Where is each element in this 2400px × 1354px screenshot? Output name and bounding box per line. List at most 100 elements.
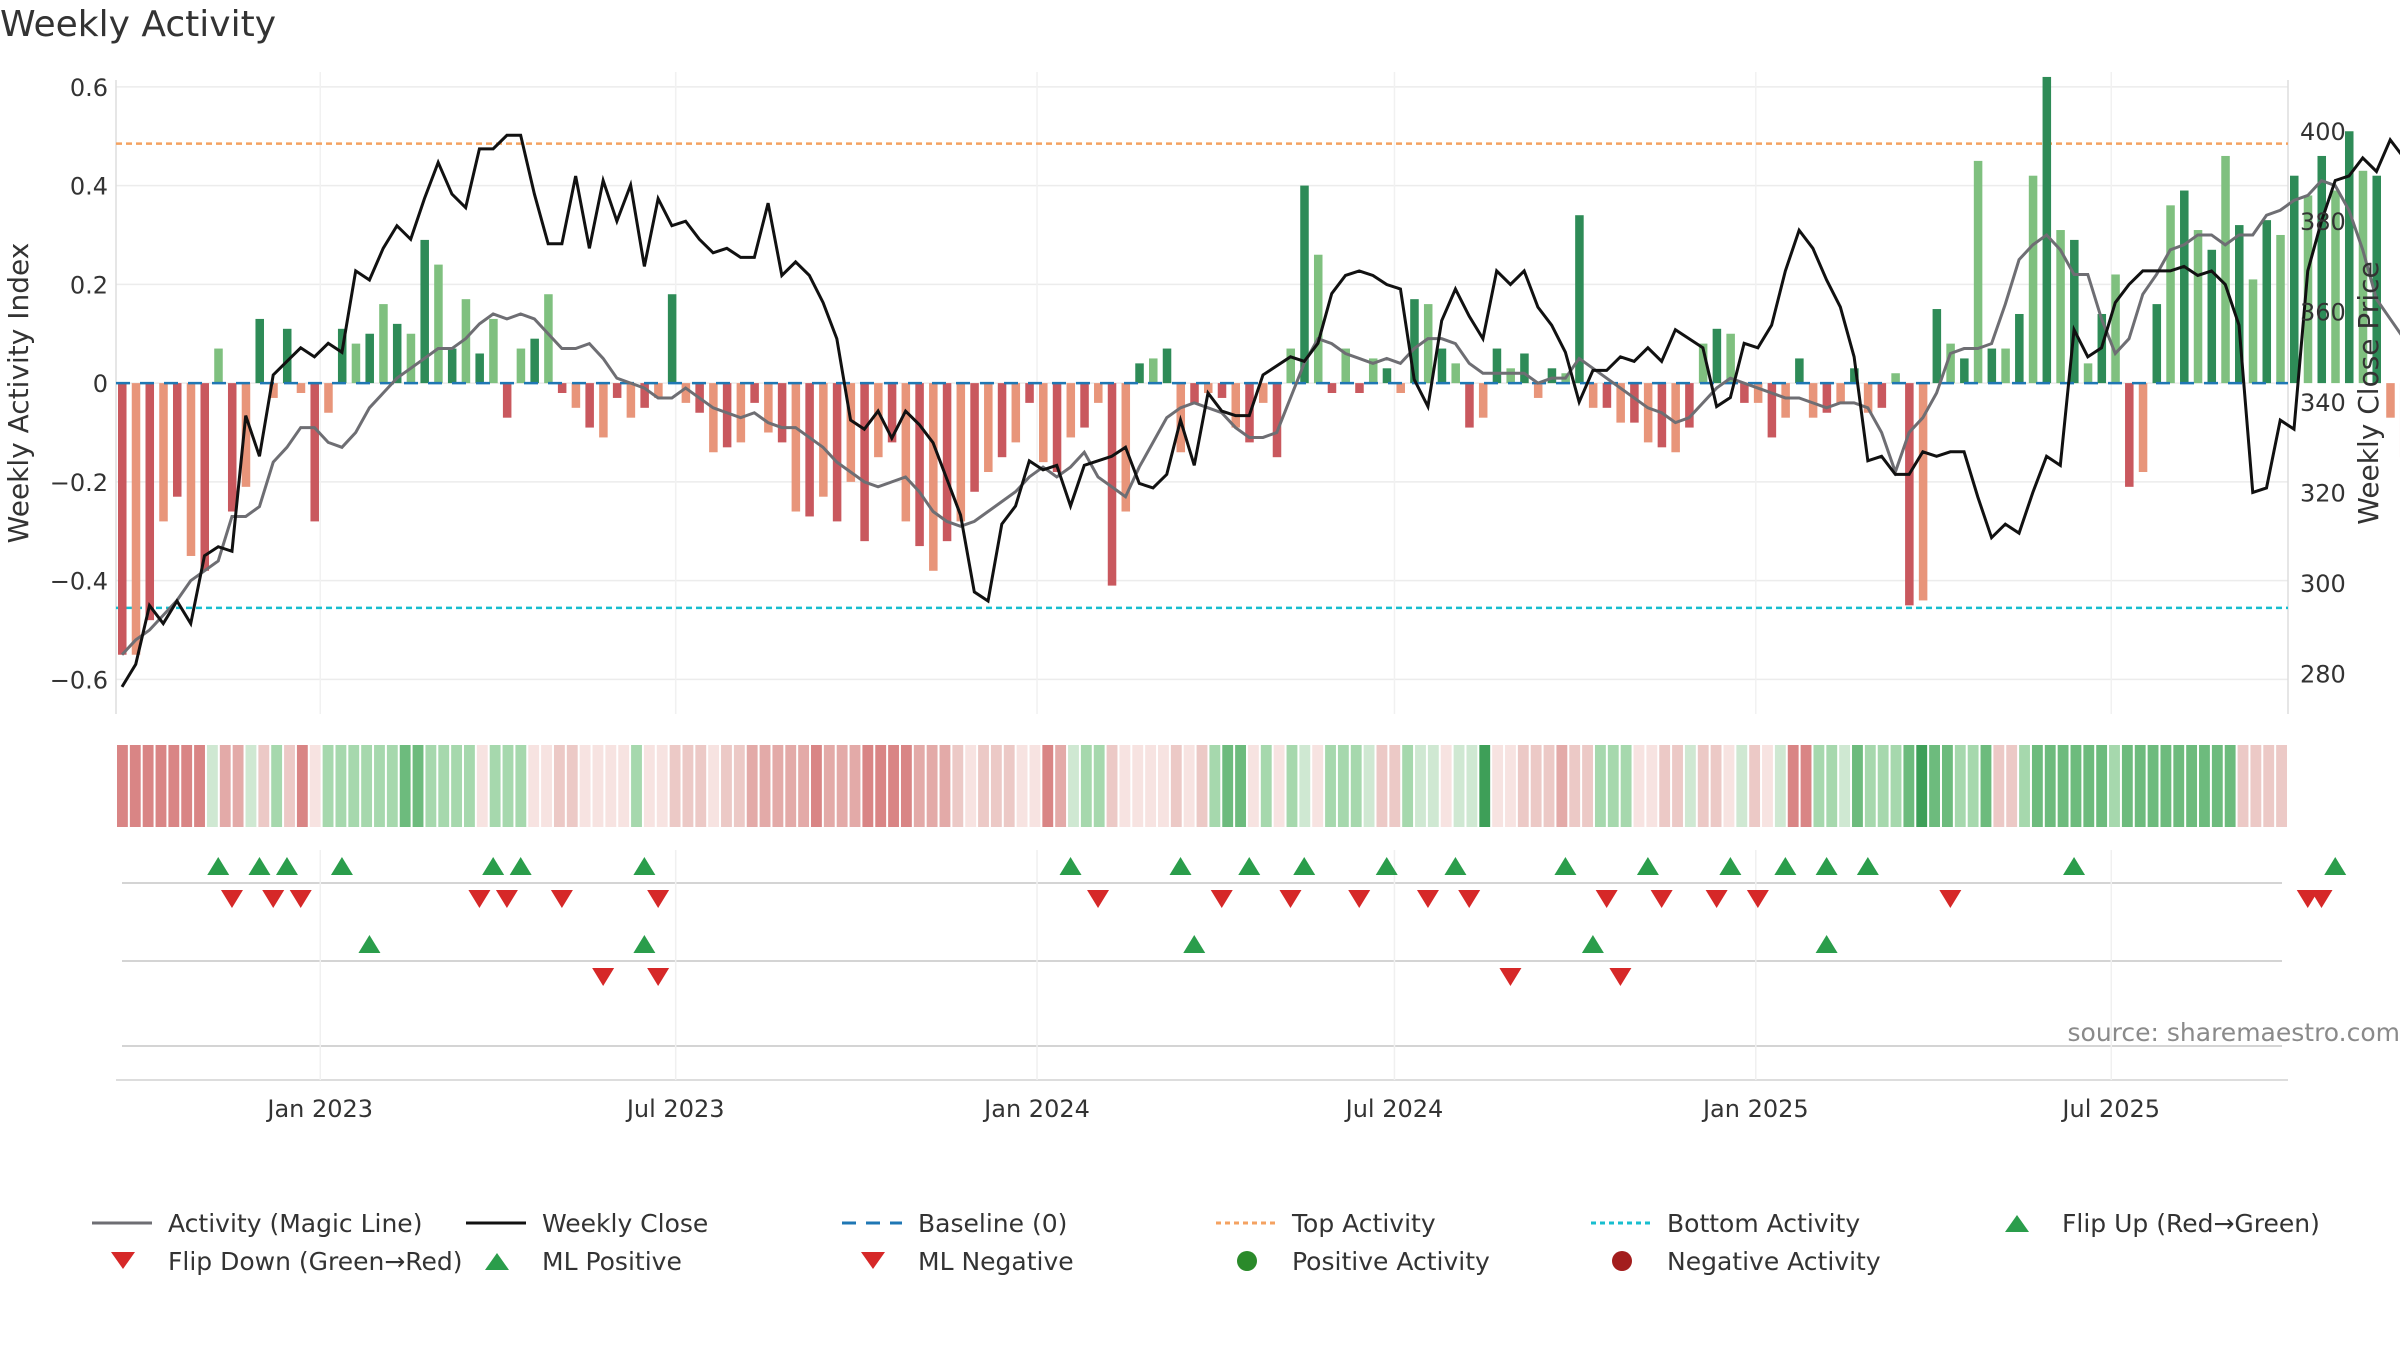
- activity-bar: [805, 383, 814, 516]
- activity-bar: [407, 334, 416, 383]
- flip-down-marker: [1651, 890, 1673, 908]
- activity-bar: [1039, 383, 1048, 462]
- activity-bar: [737, 383, 746, 442]
- heat-strip-cell: [528, 745, 539, 827]
- activity-bar: [2084, 363, 2093, 383]
- heat-strip-cell: [965, 745, 976, 827]
- triangle-down-icon: [840, 1243, 906, 1279]
- flip-up-marker: [2063, 857, 2085, 875]
- heat-strip-cell: [1659, 745, 1670, 827]
- heat-strip-cell: [220, 745, 231, 827]
- heat-strip-cell: [1364, 745, 1375, 827]
- heat-strip-cell: [1916, 745, 1927, 827]
- activity-bar: [283, 329, 292, 383]
- heat-strip-cell: [914, 745, 925, 827]
- legend-item: Weekly Close: [464, 1205, 708, 1241]
- heat-strip-cell: [1813, 745, 1824, 827]
- magic-line-icon: [90, 1205, 156, 1241]
- y-right-tick-label: 360: [2300, 299, 2346, 327]
- activity-bar: [1548, 368, 1557, 383]
- source-credit: source: sharemaestro.com: [2068, 1018, 2400, 1047]
- activity-bar: [833, 383, 842, 521]
- activity-bar: [943, 383, 952, 541]
- heat-strip-cell: [593, 745, 604, 827]
- heat-strip-cell: [1377, 745, 1388, 827]
- x-tick-label: Jan 2023: [265, 1095, 373, 1123]
- heat-strip-cell: [1222, 745, 1233, 827]
- activity-bar: [860, 383, 869, 541]
- activity-bar: [1053, 383, 1062, 472]
- activity-bar: [365, 334, 374, 383]
- heat-strip-cell: [310, 745, 321, 827]
- heat-strip-cell: [760, 745, 771, 827]
- activity-bar: [819, 383, 828, 497]
- heat-strip-cell: [361, 745, 372, 827]
- heat-strip-cell: [1171, 745, 1182, 827]
- heat-strip-cell: [1556, 745, 1567, 827]
- activity-bar: [1836, 383, 1845, 403]
- heat-strip-cell: [117, 745, 128, 827]
- heat-strip-cell: [978, 745, 989, 827]
- activity-bar: [1424, 304, 1433, 383]
- activity-bar: [255, 319, 264, 383]
- legend-item: Bottom Activity: [1589, 1205, 1860, 1241]
- activity-bar: [1534, 383, 1543, 398]
- heat-strip-cell: [348, 745, 359, 827]
- activity-bar: [2139, 383, 2148, 472]
- heat-strip-cell: [1132, 745, 1143, 827]
- activity-bar: [709, 383, 718, 452]
- activity-bar: [585, 383, 594, 427]
- activity-bar: [929, 383, 938, 571]
- heat-strip-cell: [682, 745, 693, 827]
- heat-strip-cell: [747, 745, 758, 827]
- activity-bar: [1451, 363, 1460, 383]
- activity-bar: [1520, 353, 1529, 383]
- heat-strip-cell: [2173, 745, 2184, 827]
- activity-bar: [1012, 383, 1021, 442]
- activity-bar: [1960, 358, 1969, 383]
- activity-bar: [750, 383, 759, 403]
- flip-down-marker: [1706, 890, 1728, 908]
- flip-up-marker: [1060, 857, 1082, 875]
- heat-strip-cell: [2058, 745, 2069, 827]
- heat-strip-cell: [1428, 745, 1439, 827]
- heat-strip-cell: [1107, 745, 1118, 827]
- activity-bar: [1149, 358, 1158, 383]
- flip-down-marker: [221, 890, 243, 908]
- heat-strip-cell: [1711, 745, 1722, 827]
- activity-bar: [297, 383, 306, 393]
- flip-up-marker: [276, 857, 298, 875]
- heat-strip-cell: [837, 745, 848, 827]
- activity-bar: [2043, 77, 2052, 383]
- heat-strip-cell: [2225, 745, 2236, 827]
- heat-strip-cell: [1042, 745, 1053, 827]
- activity-bar: [1286, 349, 1295, 384]
- activity-bar: [2180, 191, 2189, 384]
- flip-up-marker: [482, 857, 504, 875]
- heat-strip-cell: [323, 745, 334, 827]
- heat-strip-cell: [1698, 745, 1709, 827]
- heat-strip-cell: [1466, 745, 1477, 827]
- flip-up-marker: [1170, 857, 1192, 875]
- heat-strip-cell: [2096, 745, 2107, 827]
- heat-strip-cell: [1801, 745, 1812, 827]
- heat-strip-cell: [1621, 745, 1632, 827]
- activity-bar: [1383, 368, 1392, 383]
- y-tick-label: 0.4: [70, 173, 108, 201]
- heat-strip-cell: [1903, 745, 1914, 827]
- activity-bar: [2221, 156, 2230, 383]
- heat-strip-cell: [991, 745, 1002, 827]
- heat-strip-cell: [1055, 745, 1066, 827]
- heat-strip-cell: [477, 745, 488, 827]
- activity-bar: [1396, 383, 1405, 393]
- flip-down-marker: [468, 890, 490, 908]
- activity-bar: [132, 383, 141, 655]
- flip-down-marker: [1211, 890, 1233, 908]
- flip-down-marker: [496, 890, 518, 908]
- ml-negative-marker: [647, 968, 669, 986]
- flip-up-marker: [1238, 857, 1260, 875]
- flip-down-marker: [647, 890, 669, 908]
- legend-item: ML Negative: [840, 1243, 1074, 1279]
- heat-strip-cell: [1505, 745, 1516, 827]
